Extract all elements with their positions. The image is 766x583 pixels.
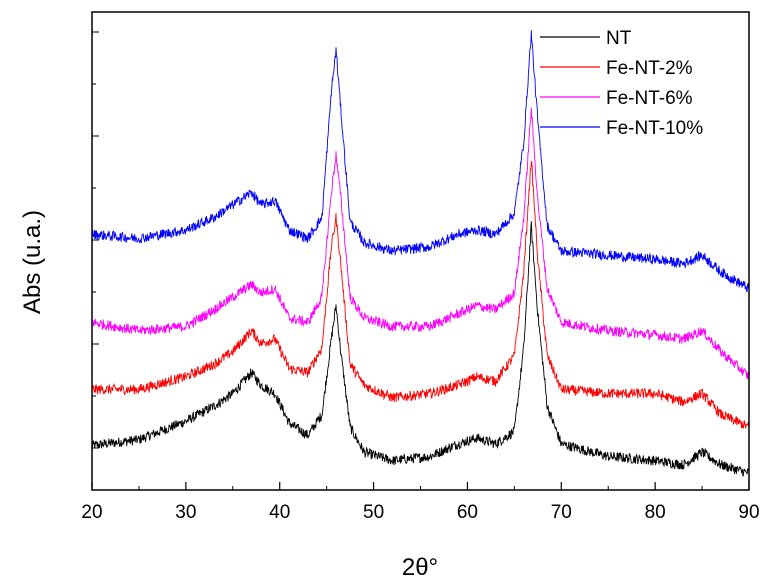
ticks-layer: 20 30 40 50 60 70 80 90 [81, 31, 760, 523]
series-layer [91, 30, 750, 477]
x-tick-label: 90 [738, 502, 759, 523]
x-tick-label: 40 [269, 502, 290, 523]
series-line-3 [91, 30, 750, 292]
x-tick-label: 60 [457, 502, 478, 523]
legend-label: Fe-NT-10% [606, 118, 703, 139]
x-tick-label: 30 [175, 502, 196, 523]
y-axis-title: Abs (u.a.) [19, 210, 46, 314]
series-line-1 [91, 161, 750, 429]
series-line-0 [91, 221, 749, 477]
x-tick-label: 20 [81, 502, 102, 523]
legend-label: Fe-NT-2% [606, 58, 693, 79]
x-tick-label: 80 [645, 502, 666, 523]
legend-label: NT [606, 28, 632, 49]
x-tick-label: 50 [363, 502, 384, 523]
legend: NT Fe-NT-2% Fe-NT-6% Fe-NT-10% [540, 28, 703, 139]
x-tick-label: 70 [551, 502, 572, 523]
legend-label: Fe-NT-6% [606, 88, 693, 109]
x-axis-title: 2θ° [402, 554, 438, 581]
series-line-2 [91, 107, 750, 381]
